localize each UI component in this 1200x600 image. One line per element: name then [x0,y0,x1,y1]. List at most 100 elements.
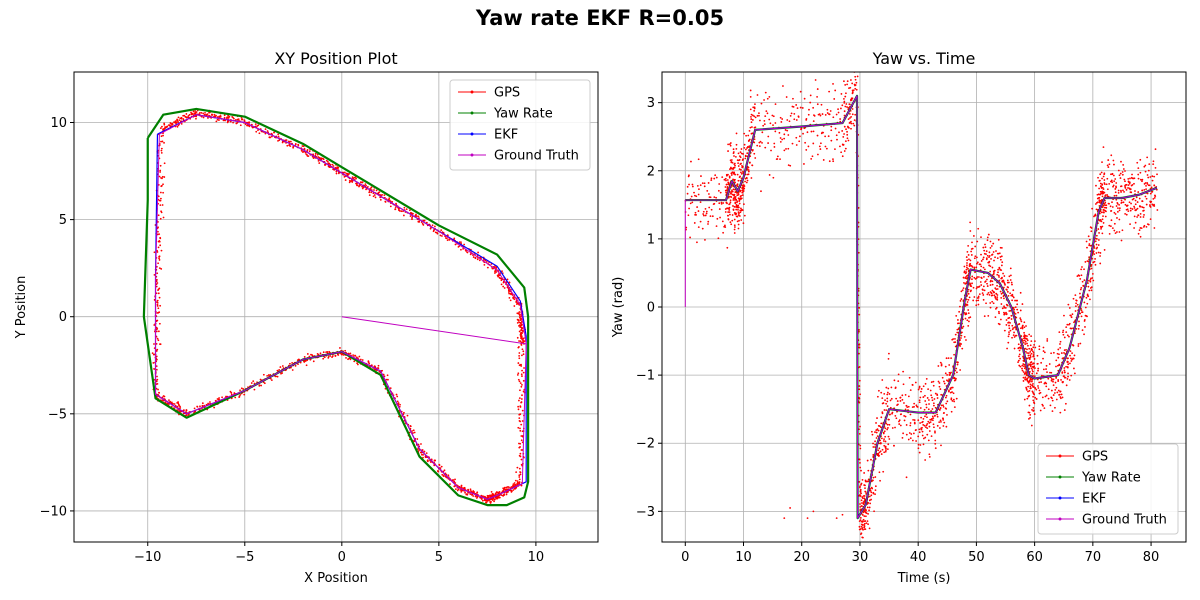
gps-point [294,364,297,367]
gps-point [1037,385,1039,387]
gps-point [795,119,798,121]
gps-point [960,334,963,337]
gps-point [729,199,732,202]
gps-point [1091,272,1094,275]
gps-point [977,303,980,306]
gps-point [865,509,867,512]
gps-point [894,426,896,429]
gps-point [741,209,744,211]
gps-point [822,131,825,134]
gps-point [954,345,957,348]
gps-point [233,392,236,394]
gps-point [1036,362,1039,365]
gps-point [758,114,760,117]
gps-point [840,93,843,95]
gps-point [860,469,862,472]
gps-point [1089,298,1091,301]
gps-point [969,262,972,265]
gps-point [1029,383,1032,386]
gps-point [843,97,845,100]
gps-point [1070,374,1073,377]
gps-outlier-point [841,513,844,516]
gps-point [689,202,692,205]
gps-point [912,418,915,421]
gps-point [348,172,350,175]
gps-point [516,301,519,304]
gps-point [521,348,524,351]
gps-point [1021,303,1024,305]
gps-point [965,312,968,315]
gps-point [157,330,160,333]
gps-point [1100,171,1103,174]
gps-point [420,451,423,454]
gps-point [732,152,735,155]
gps-point [742,222,745,225]
gps-point [460,241,462,244]
gps-point [508,281,511,284]
gps-point [738,200,741,202]
gps-point [846,133,849,136]
gps-point [1038,345,1041,348]
gps-point [322,158,325,161]
gps-point [843,101,846,104]
gps-point [160,135,163,138]
gps-point [837,111,840,114]
gps-point [963,312,966,314]
gps-point [771,114,774,117]
gps-point [986,293,989,296]
gps-point [1066,378,1069,380]
gps-point [155,285,158,288]
gps-point [741,165,744,168]
gps-point [744,148,747,151]
gps-point [1060,397,1062,400]
gps-point [868,509,870,512]
gps-point [884,445,887,448]
gps-point [826,112,829,114]
gps-point [493,500,495,503]
gps-point [1026,377,1029,380]
gps-point [1110,173,1112,176]
gps-point [287,140,290,143]
gps-point [951,386,954,389]
gps-point [884,399,886,402]
gps-point [460,486,463,489]
gps-point [1020,320,1023,323]
gps-point [1031,372,1034,375]
gps-point [269,373,272,376]
gps-point [198,111,201,114]
gps-point [317,159,320,162]
gps-point [918,451,921,454]
gps-outlier-point [917,435,920,438]
gps-point [923,408,926,411]
gps-point [733,171,736,174]
gps-point [932,384,935,387]
gps-point [1125,213,1128,216]
gps-point [1044,395,1047,398]
gps-point [967,325,970,327]
gps-point [1064,402,1067,405]
gps-point [844,147,847,150]
gps-point [970,285,973,288]
gps-point [519,429,522,432]
gps-point [1103,173,1106,176]
gps-point [1118,174,1121,177]
gps-point [871,487,874,490]
gps-point [227,114,230,117]
gps-point [730,223,733,226]
gps-point [418,220,421,223]
gps-point [176,125,179,128]
gps-point [1148,163,1151,166]
gps-point [161,204,164,206]
gps-point [492,493,495,496]
gps-point [157,388,159,391]
x-tick-label: 10 [735,550,752,565]
gps-point [1145,203,1148,206]
gps-point [1136,216,1139,218]
gps-point [792,105,795,108]
gps-point [1070,327,1073,330]
gps-point [522,339,525,342]
gps-point [926,397,929,399]
gps-point [969,283,972,286]
gps-point [924,415,926,418]
gps-point [921,426,923,429]
